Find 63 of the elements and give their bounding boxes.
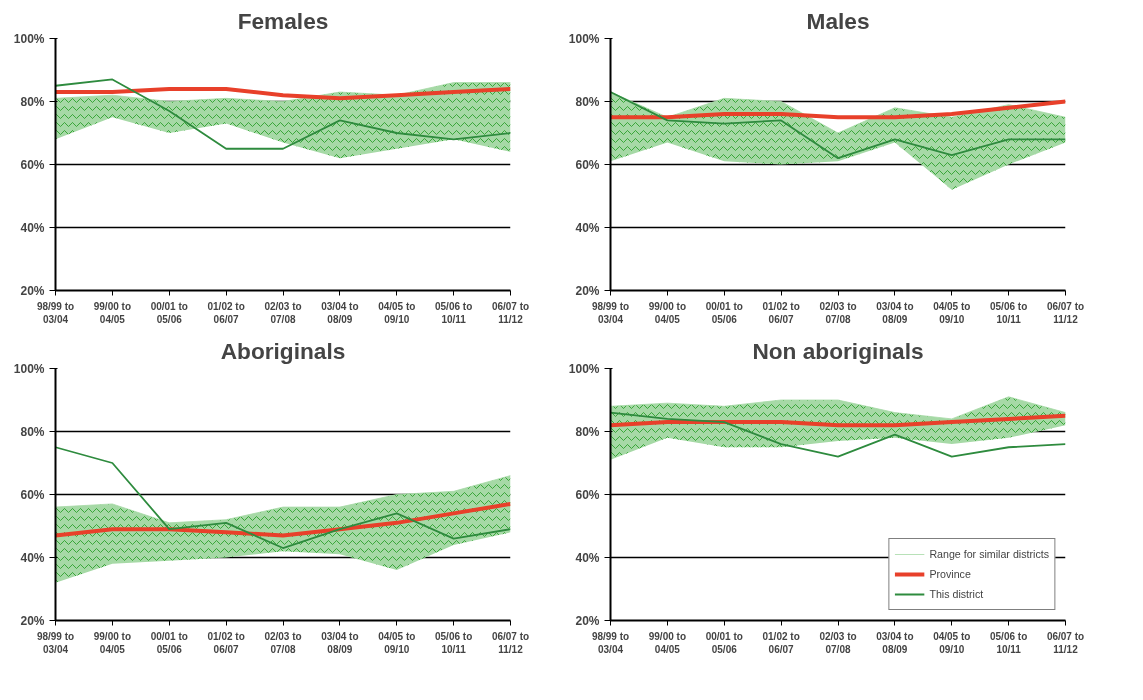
x-tick-label: 06/07 to 11/12 xyxy=(1046,630,1085,655)
y-tick-label: 100% xyxy=(568,31,600,46)
x-tick-label: 04/05 to 09/10 xyxy=(378,630,416,655)
x-tick-label: 01/02 to 06/07 xyxy=(762,630,800,655)
x-tick-label: 00/01 to 05/06 xyxy=(150,630,188,655)
x-tick-label: 04/05 to 09/10 xyxy=(933,300,971,325)
y-tick-label: 100% xyxy=(13,361,45,376)
x-tick-label: 01/02 to 06/07 xyxy=(207,630,245,655)
legend-label: Province xyxy=(929,568,971,580)
y-tick-label: 20% xyxy=(575,613,600,628)
x-tick-label: 98/99 to 03/04 xyxy=(36,300,75,325)
x-tick-label: 05/06 to 10/11 xyxy=(990,630,1028,655)
x-tick-label: 98/99 to 03/04 xyxy=(591,630,630,655)
y-tick-label: 80% xyxy=(575,94,600,109)
x-tick-label: 98/99 to 03/04 xyxy=(36,630,75,655)
x-tick-label: 03/04 to 08/09 xyxy=(321,630,359,655)
x-tick-label: 99/00 to 04/05 xyxy=(93,630,131,655)
legend-label: Range for similar districts xyxy=(929,548,1049,560)
y-tick-label: 20% xyxy=(20,283,45,298)
x-tick-label: 06/07 to 11/12 xyxy=(491,630,530,655)
y-tick-label: 100% xyxy=(13,31,45,46)
x-tick-label: 00/01 to 05/06 xyxy=(705,300,743,325)
x-tick-label: 99/00 to 04/05 xyxy=(648,300,686,325)
y-tick-label: 100% xyxy=(568,361,600,376)
x-tick-label: 99/00 to 04/05 xyxy=(648,630,686,655)
x-tick-label: 04/05 to 09/10 xyxy=(378,300,416,325)
x-tick-label: 02/03 to 07/08 xyxy=(819,300,857,325)
x-tick-label: 98/99 to 03/04 xyxy=(591,300,630,325)
y-tick-label: 60% xyxy=(575,157,600,172)
x-tick-label: 02/03 to 07/08 xyxy=(819,630,857,655)
x-tick-label: 00/01 to 05/06 xyxy=(150,300,188,325)
chart-title: Aboriginals xyxy=(220,337,346,364)
y-tick-label: 40% xyxy=(575,550,600,565)
y-tick-label: 80% xyxy=(20,424,45,439)
x-tick-label: 00/01 to 05/06 xyxy=(705,630,743,655)
y-tick-label: 60% xyxy=(20,157,45,172)
chart-title: Females xyxy=(237,7,329,34)
x-tick-label: 06/07 to 11/12 xyxy=(1046,300,1085,325)
y-tick-label: 20% xyxy=(20,613,45,628)
y-tick-label: 60% xyxy=(575,487,600,502)
x-tick-label: 03/04 to 08/09 xyxy=(321,300,359,325)
y-tick-label: 40% xyxy=(20,220,45,235)
y-tick-label: 80% xyxy=(20,94,45,109)
x-tick-label: 02/03 to 07/08 xyxy=(264,630,302,655)
chart-title: Males xyxy=(806,7,870,34)
y-tick-label: 80% xyxy=(575,424,600,439)
y-tick-label: 40% xyxy=(575,220,600,235)
y-tick-label: 20% xyxy=(575,283,600,298)
x-tick-label: 99/00 to 04/05 xyxy=(93,300,131,325)
x-tick-label: 01/02 to 06/07 xyxy=(207,300,245,325)
chart-title: Non aboriginals xyxy=(752,337,924,364)
x-tick-label: 03/04 to 08/09 xyxy=(876,300,914,325)
x-tick-label: 02/03 to 07/08 xyxy=(264,300,302,325)
y-tick-label: 60% xyxy=(20,487,45,502)
x-tick-label: 05/06 to 10/11 xyxy=(990,300,1028,325)
legend-label: This district xyxy=(929,588,984,600)
x-tick-label: 01/02 to 06/07 xyxy=(762,300,800,325)
x-tick-label: 05/06 to 10/11 xyxy=(435,630,473,655)
x-tick-label: 05/06 to 10/11 xyxy=(435,300,473,325)
y-tick-label: 40% xyxy=(20,550,45,565)
x-tick-label: 03/04 to 08/09 xyxy=(876,630,914,655)
x-tick-label: 06/07 to 11/12 xyxy=(491,300,530,325)
x-tick-label: 04/05 to 09/10 xyxy=(933,630,971,655)
